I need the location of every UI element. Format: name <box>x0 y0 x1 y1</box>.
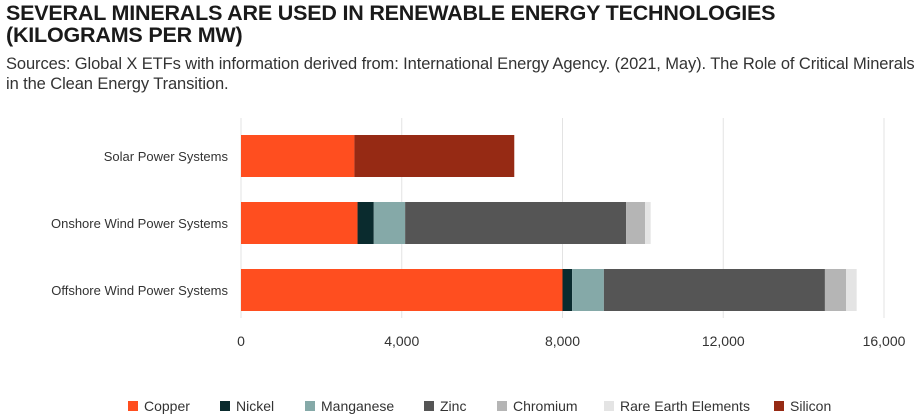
bar-segment-zinc <box>405 202 627 244</box>
bar-segment-silicon <box>354 135 515 177</box>
bar-segment-zinc <box>603 269 825 311</box>
legend-label: Silicon <box>790 398 832 414</box>
bar-segment-rare-earth-elements <box>846 269 857 311</box>
legend-swatch <box>774 401 784 411</box>
legend-item-copper: Copper <box>128 396 190 416</box>
bar-segment-rare-earth-elements <box>645 202 651 244</box>
legend: Copper Nickel Manganese Zinc Chromium Rare Ea… <box>0 396 920 416</box>
legend-item-manganese: Manganese <box>305 396 394 416</box>
x-axis-tick-labels: 0 4,000 8,000 12,000 16,000 <box>237 333 906 349</box>
chart-subtitle: Sources: Global X ETFs with information … <box>6 55 915 93</box>
bar-segment-copper <box>241 135 355 177</box>
legend-label: Nickel <box>236 398 275 414</box>
legend-swatch <box>497 401 507 411</box>
bar-segment-manganese <box>373 202 406 244</box>
bar-segment-nickel <box>357 202 374 244</box>
x-tick-label: 12,000 <box>702 333 745 349</box>
legend-item-chromium: Chromium <box>497 396 578 416</box>
legend-swatch <box>128 401 138 411</box>
chart-title: SEVERAL MINERALS ARE USED IN RENEWABLE E… <box>6 1 776 47</box>
bar-segment-nickel <box>562 269 573 311</box>
category-label: Solar Power Systems <box>104 149 229 164</box>
x-tick-label: 0 <box>237 333 245 349</box>
bar-segment-manganese <box>572 269 604 311</box>
category-label: Onshore Wind Power Systems <box>51 216 229 231</box>
legend-item-rare-earth-elements: Rare Earth Elements <box>604 396 750 416</box>
legend-swatch <box>305 401 315 411</box>
legend-label: Manganese <box>321 398 395 414</box>
legend-swatch <box>604 401 614 411</box>
category-label: Offshore Wind Power Systems <box>51 283 228 298</box>
bar-segment-chromium <box>626 202 646 244</box>
legend-swatch <box>220 401 230 411</box>
category-labels: Solar Power Systems Onshore Wind Power Sy… <box>51 149 229 298</box>
x-tick-label: 8,000 <box>545 333 580 349</box>
bar-segment-copper <box>241 269 563 311</box>
legend-swatch <box>424 401 434 411</box>
bars <box>241 135 857 311</box>
legend-label: Zinc <box>440 398 467 414</box>
bar-segment-chromium <box>824 269 847 311</box>
legend-label: Rare Earth Elements <box>620 398 750 414</box>
stacked-bar-chart: Solar Power Systems Onshore Wind Power Sy… <box>51 118 906 349</box>
legend-item-silicon: Silicon <box>774 396 831 416</box>
legend-label: Copper <box>144 398 190 414</box>
legend-item-nickel: Nickel <box>220 396 274 416</box>
bar-segment-copper <box>241 202 358 244</box>
x-tick-label: 16,000 <box>863 333 906 349</box>
legend-item-zinc: Zinc <box>424 396 466 416</box>
x-tick-label: 4,000 <box>384 333 419 349</box>
legend-label: Chromium <box>513 398 578 414</box>
